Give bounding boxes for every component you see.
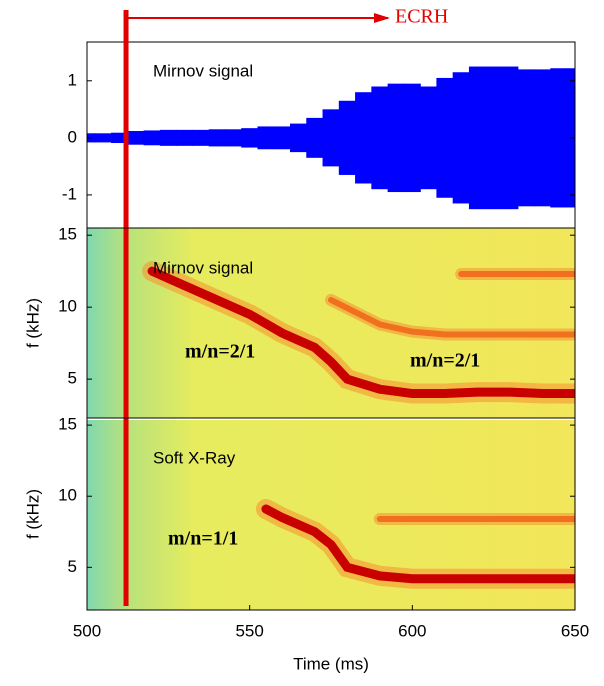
signal-envelope bbox=[127, 131, 145, 145]
x-tick-label: 650 bbox=[561, 621, 589, 640]
signal-envelope bbox=[371, 86, 389, 190]
signal-envelope bbox=[436, 77, 454, 198]
annotation: m/n=1/1 bbox=[168, 528, 238, 550]
signal-envelope bbox=[176, 129, 194, 146]
signal-envelope bbox=[111, 132, 128, 143]
panel-frame bbox=[86, 417, 576, 611]
panel-title: Soft X-Ray bbox=[153, 448, 236, 467]
signal-envelope bbox=[143, 130, 161, 146]
y-axis-label: f (kHz) bbox=[23, 298, 42, 348]
signal-envelope bbox=[387, 83, 405, 193]
signal-envelope bbox=[468, 66, 486, 210]
mode-line bbox=[261, 504, 575, 584]
signal-envelope bbox=[485, 66, 503, 210]
mode-line bbox=[147, 266, 575, 399]
signal-envelope bbox=[241, 128, 259, 148]
signal-envelope bbox=[322, 109, 340, 167]
signal-envelope bbox=[403, 83, 421, 193]
y-tick-label: 1 bbox=[68, 70, 77, 89]
y-tick-label: 5 bbox=[68, 557, 77, 576]
y-tick-label: 5 bbox=[68, 369, 77, 388]
signal-envelope bbox=[257, 126, 275, 150]
x-tick-label: 600 bbox=[398, 621, 426, 640]
y-axis-label: f (kHz) bbox=[23, 489, 42, 539]
signal-envelope bbox=[420, 86, 438, 190]
y-tick-label: 15 bbox=[58, 415, 77, 434]
signal-envelope bbox=[273, 126, 291, 150]
signal-envelope bbox=[224, 129, 242, 147]
x-tick-label: 550 bbox=[235, 621, 263, 640]
x-tick-label: 500 bbox=[73, 621, 101, 640]
panel-title: Mirnov signal bbox=[153, 61, 253, 80]
y-tick-label: -1 bbox=[62, 184, 77, 203]
ecrh-label: ECRH bbox=[395, 6, 448, 28]
signal-envelope bbox=[290, 123, 307, 153]
annotation: m/n=2/1 bbox=[185, 341, 255, 363]
mode-line bbox=[328, 296, 575, 338]
mode-lines bbox=[142, 261, 575, 404]
mode-lines bbox=[255, 499, 575, 589]
signal-envelope bbox=[355, 92, 372, 184]
signal-envelope bbox=[338, 100, 356, 175]
y-tick-label: 10 bbox=[58, 297, 77, 316]
annotation: m/n=2/1 bbox=[410, 350, 480, 372]
y-tick-label: 10 bbox=[58, 486, 77, 505]
ecrh-arrowhead bbox=[374, 13, 390, 23]
signal-envelope bbox=[192, 129, 210, 146]
signal-envelope bbox=[501, 66, 519, 210]
y-tick-label: 15 bbox=[58, 225, 77, 244]
signal-envelope bbox=[208, 129, 226, 147]
signal-envelope bbox=[550, 68, 568, 208]
signal-envelope bbox=[94, 133, 112, 143]
signal-envelope bbox=[534, 69, 551, 207]
panel-title: Mirnov signal bbox=[153, 258, 253, 277]
signal-envelope bbox=[452, 72, 470, 204]
y-tick-label: 0 bbox=[68, 127, 77, 146]
signal-envelope bbox=[306, 117, 324, 158]
signal-envelope bbox=[159, 129, 177, 146]
signal-envelope bbox=[517, 69, 535, 207]
x-axis-label: Time (ms) bbox=[293, 654, 369, 673]
